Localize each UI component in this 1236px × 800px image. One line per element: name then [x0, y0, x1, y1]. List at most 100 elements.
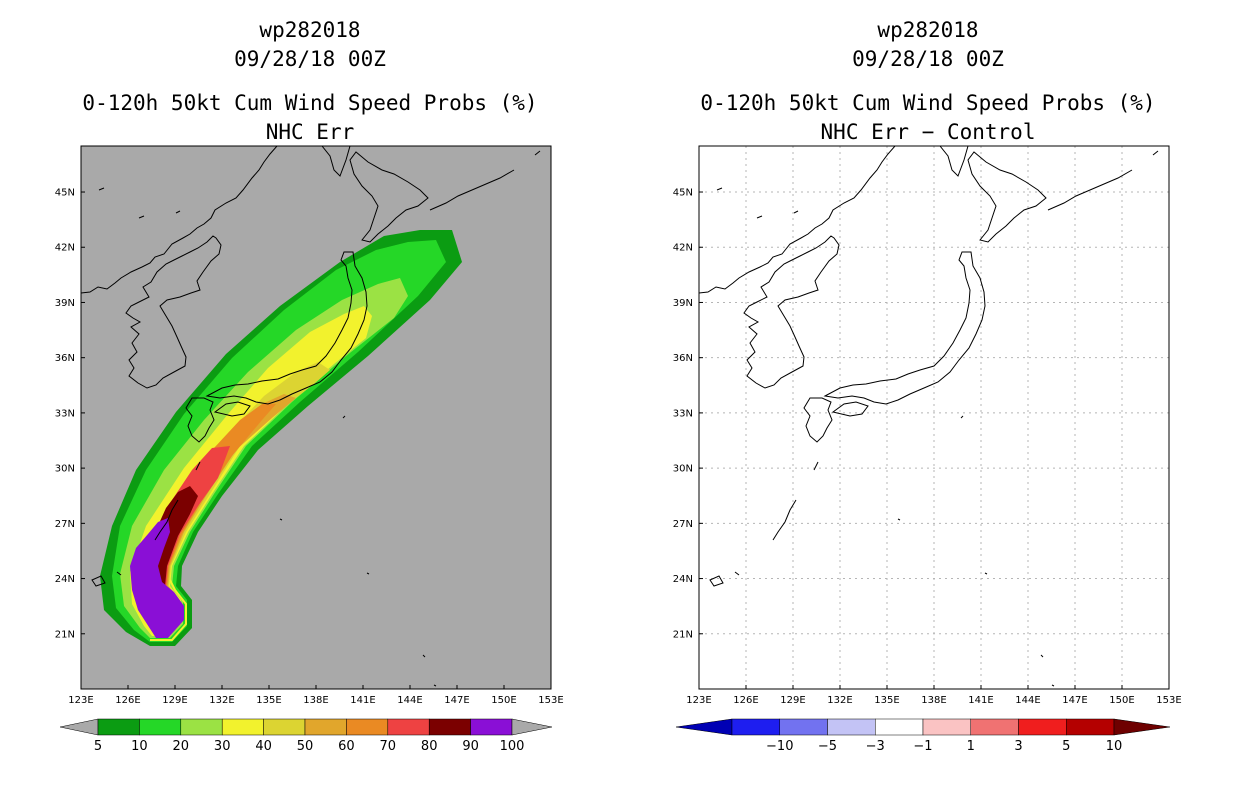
lat-tick-label: 36N [55, 353, 75, 364]
right-colorbar-label: −5 [818, 739, 837, 754]
left-colorbar-swatch [221, 718, 264, 736]
left-colorbar-label: 100 [500, 739, 525, 754]
left-colorbar-over-arrow [511, 718, 553, 736]
left-colorbar-under-arrow [59, 718, 99, 736]
left-colorbar-swatch [387, 718, 430, 736]
left-colorbar-label: 30 [214, 739, 231, 754]
lon-tick-label: 123E [686, 695, 711, 706]
lon-tick-label: 135E [256, 695, 281, 706]
right-colorbar-under-arrow [675, 718, 733, 736]
lat-tick-label: 33N [673, 408, 693, 419]
left-colorbar-swatch [97, 718, 140, 736]
right-colorbar-swatch [875, 718, 924, 736]
lon-tick-label: 147E [444, 695, 469, 706]
lon-tick-label: 132E [827, 695, 852, 706]
right-colorbar-label: 5 [1062, 739, 1070, 754]
lon-tick-label: 138E [303, 695, 328, 706]
right-colorbar-over-arrow [1113, 718, 1171, 736]
lat-tick-label: 39N [673, 298, 693, 309]
prob-band-edge [150, 579, 187, 641]
lon-tick-label: 153E [1156, 695, 1181, 706]
right-colorbar-label: −3 [866, 739, 885, 754]
left-axis-ticks: 45N 42N 39N 36N 33N 30N 27N 24N 21N 123E 126E 129E 1… [55, 188, 564, 706]
right-colorbar: −10 −5 −3 −1 1 3 5 10 [675, 718, 1171, 754]
lon-tick-label: 144E [397, 695, 422, 706]
right-gridlines [699, 146, 1169, 689]
right-colorbar-swatch [970, 718, 1019, 736]
left-colorbar-label: 50 [297, 739, 314, 754]
left-subtitle: NHC Err [265, 120, 355, 144]
left-storm-id: wp282018 [259, 18, 361, 42]
lon-tick-label: 144E [1015, 695, 1040, 706]
left-colorbar-label: 60 [338, 739, 355, 754]
lon-tick-label: 138E [921, 695, 946, 706]
left-colorbar-label: 10 [131, 739, 148, 754]
left-colorbar-label: 5 [94, 739, 102, 754]
lat-tick-label: 36N [673, 353, 693, 364]
right-colorbar-label: 3 [1014, 739, 1022, 754]
lon-tick-label: 150E [1109, 695, 1134, 706]
right-axis-ticks: 45N 42N 39N 36N 33N 30N 27N 24N 21N 123E 126E 129E 1… [673, 188, 1182, 706]
left-datetime: 09/28/18 00Z [234, 47, 386, 71]
right-product-title: 0-120h 50kt Cum Wind Speed Probs (%) [700, 91, 1156, 115]
left-colorbar-label: 40 [255, 739, 272, 754]
left-colorbar-swatch [470, 718, 513, 736]
lon-tick-label: 147E [1062, 695, 1087, 706]
lon-tick-label: 129E [780, 695, 805, 706]
right-colorbar-swatch [731, 718, 780, 736]
lon-tick-label: 126E [733, 695, 758, 706]
right-map: 45N 42N 39N 36N 33N 30N 27N 24N 21N 123E 126E 129E 1… [673, 145, 1182, 706]
lon-tick-label: 141E [968, 695, 993, 706]
lat-tick-label: 24N [673, 574, 693, 585]
left-colorbar-swatch [180, 718, 223, 736]
lon-tick-label: 126E [115, 695, 140, 706]
left-colorbar-swatch [263, 718, 306, 736]
left-map: 45N 42N 39N 36N 33N 30N 27N 24N 21N 123E 126E 129E 1… [55, 145, 564, 706]
left-product-title: 0-120h 50kt Cum Wind Speed Probs (%) [82, 91, 538, 115]
lat-tick-label: 30N [673, 464, 693, 475]
left-colorbar-swatch [304, 718, 347, 736]
lon-tick-label: 123E [68, 695, 93, 706]
lon-tick-label: 132E [209, 695, 234, 706]
right-storm-id: wp282018 [877, 18, 979, 42]
lat-tick-label: 21N [673, 629, 693, 640]
lat-tick-label: 45N [673, 188, 693, 199]
lat-tick-label: 21N [55, 629, 75, 640]
lon-tick-label: 141E [350, 695, 375, 706]
right-colorbar-label: 1 [967, 739, 975, 754]
prob-band-100 [130, 518, 184, 638]
lat-tick-label: 27N [673, 519, 693, 530]
lon-tick-label: 135E [874, 695, 899, 706]
lat-tick-label: 30N [55, 464, 75, 475]
right-colorbar-swatch [779, 718, 828, 736]
left-colorbar-label: 80 [421, 739, 438, 754]
left-colorbar-label: 70 [380, 739, 397, 754]
left-colorbar-swatch [139, 718, 182, 736]
right-subtitle: NHC Err − Control [820, 120, 1036, 144]
left-probability-swath [81, 146, 541, 687]
left-colorbar-swatch [346, 718, 389, 736]
lat-tick-label: 27N [55, 519, 75, 530]
left-colorbar-label: 20 [173, 739, 190, 754]
right-datetime: 09/28/18 00Z [852, 47, 1004, 71]
right-colorbar-label: 10 [1106, 739, 1123, 754]
lon-tick-label: 153E [538, 695, 563, 706]
lat-tick-label: 33N [55, 408, 75, 419]
right-colorbar-label: −10 [766, 739, 793, 754]
lon-tick-label: 129E [162, 695, 187, 706]
lat-tick-label: 45N [55, 188, 75, 199]
lat-tick-label: 42N [55, 243, 75, 254]
left-colorbar-label: 90 [462, 739, 479, 754]
right-colorbar-swatch [827, 718, 876, 736]
lat-tick-label: 24N [55, 574, 75, 585]
left-colorbar-swatch [428, 718, 471, 736]
right-colorbar-swatch [1066, 718, 1115, 736]
right-colorbar-label: −1 [913, 739, 932, 754]
lat-tick-label: 39N [55, 298, 75, 309]
lon-tick-label: 150E [491, 695, 516, 706]
right-colorbar-swatch [922, 718, 971, 736]
lat-tick-label: 42N [673, 243, 693, 254]
right-colorbar-swatch [1018, 718, 1067, 736]
left-colorbar: 5 10 20 30 40 50 60 70 80 90 100 [59, 718, 553, 754]
